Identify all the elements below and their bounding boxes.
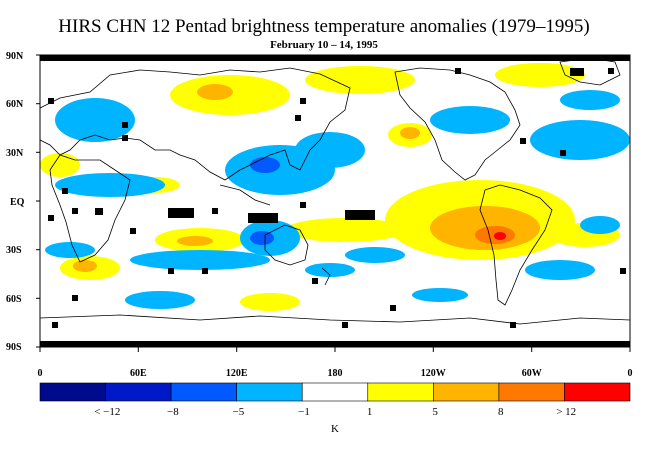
map-title: HIRS CHN 12 Pentad brightness temperatur… (58, 16, 590, 37)
lat-label-90s: 90S (6, 342, 22, 353)
colorbar (39, 382, 631, 402)
colorbar-swatch (433, 382, 500, 402)
colorbar-label-lt-12: < −12 (94, 406, 120, 418)
colorbar-label-neg5: −5 (233, 406, 245, 418)
colorbar-label-5: 5 (432, 406, 438, 418)
colorbar-swatch (39, 382, 106, 402)
colorbar-label-neg8: −8 (167, 406, 179, 418)
lat-label-60n: 60N (6, 99, 24, 110)
lat-label-eq: EQ (10, 197, 25, 208)
lon-label-120w: 120W (421, 368, 446, 379)
colorbar-swatch (301, 382, 369, 402)
lon-label-60e: 60E (130, 368, 147, 379)
coastlines (39, 57, 631, 325)
lat-label-30s: 30S (6, 245, 22, 256)
lat-label-30n: 30N (6, 148, 24, 159)
colorbar-swatch (105, 382, 172, 402)
warm-anomaly-regions (40, 63, 620, 311)
lon-label-0-left: 0 (38, 368, 43, 379)
colorbar-unit: K (331, 423, 339, 435)
lon-label-120e: 120E (226, 368, 248, 379)
colorbar-swatch (236, 382, 303, 402)
colorbar-swatch (367, 382, 434, 402)
colorbar-label-neg1: −1 (298, 406, 310, 418)
colorbar-label-gt-12: > 12 (556, 406, 576, 418)
lon-label-0-right: 0 (628, 368, 633, 379)
lat-label-60s: 60S (6, 294, 22, 305)
colorbar-label-1: 1 (367, 406, 373, 418)
lat-label-90n: 90N (6, 51, 24, 62)
colorbar-labels: < −12 −8 −5 −1 1 5 8 > 12 K (94, 406, 576, 435)
missing-data-blocks (40, 55, 630, 347)
lon-label-180: 180 (328, 368, 343, 379)
colorbar-label-8: 8 (498, 406, 504, 418)
map-panel: 90N 60N 30N EQ 30S 60S 90S 0 60E 120E 18… (6, 51, 633, 379)
colorbar-swatch (498, 382, 565, 402)
colorbar-swatch (170, 382, 237, 402)
colorbar-swatch (564, 382, 631, 402)
lon-label-60w: 60W (522, 368, 542, 379)
map-subtitle: February 10 – 14, 1995 (270, 39, 378, 51)
cold-anomaly-regions (45, 90, 630, 309)
axis-ticks (36, 54, 631, 352)
